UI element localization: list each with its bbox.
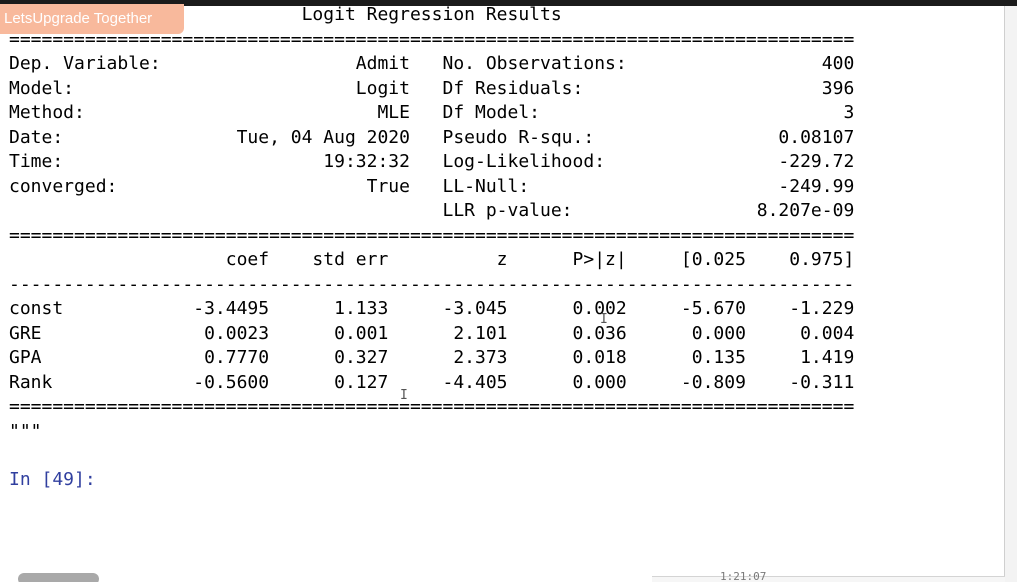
vertical-scrollbar[interactable]	[1005, 6, 1017, 582]
summary-row: Date: Tue, 04 Aug 2020 Pseudo R-squ.: 0.…	[9, 126, 855, 148]
rule-bottom: ========================================…	[9, 396, 855, 417]
coef-row-const: const -3.4495 1.133 -3.045 0.002 -5.670 …	[9, 298, 855, 319]
regression-output: Logit Regression Results ================…	[9, 3, 854, 444]
coef-row-rank: Rank -0.5600 0.127 -4.405 0.000 -0.809 -…	[9, 371, 855, 393]
top-bar	[0, 0, 1017, 6]
rule-dash: ----------------------------------------…	[9, 273, 855, 295]
video-progress-bar[interactable]	[652, 576, 1005, 582]
video-timestamp: 1:21:07	[720, 570, 767, 582]
input-prompt[interactable]: In [49]:	[9, 469, 96, 490]
summary-row: Model: Logit Df Residuals: 396	[9, 77, 855, 99]
text-cursor-icon: I	[600, 312, 608, 327]
summary-row: converged: True LL-Null: -249.99	[9, 175, 855, 197]
output-title: Logit Regression Results	[9, 4, 562, 25]
scrollbar-divider	[1004, 6, 1005, 582]
coef-row-gre: GRE 0.0023 0.001 2.101 0.036 0.000 0.004	[9, 322, 855, 344]
summary-row: Method: MLE Df Model: 3	[9, 102, 855, 123]
summary-row: LLR p-value: 8.207e-09	[9, 200, 855, 221]
summary-row: Time: 19:32:32 Log-Likelihood: -229.72	[9, 151, 855, 172]
coef-header-row: coef std err z P>|z| [0.025 0.975]	[9, 249, 855, 270]
video-control-pill[interactable]	[18, 573, 99, 582]
mouse-ibeam-icon: I	[400, 388, 408, 403]
rule-mid: ========================================…	[9, 224, 855, 246]
watermark-logo: LetsUpgrade Together	[0, 4, 184, 34]
rule-top: ========================================…	[9, 28, 855, 50]
closing-quotes: """	[9, 420, 42, 442]
summary-row: Dep. Variable: Admit No. Observations: 4…	[9, 53, 855, 74]
coef-row-gpa: GPA 0.7770 0.327 2.373 0.018 0.135 1.419	[9, 347, 855, 368]
